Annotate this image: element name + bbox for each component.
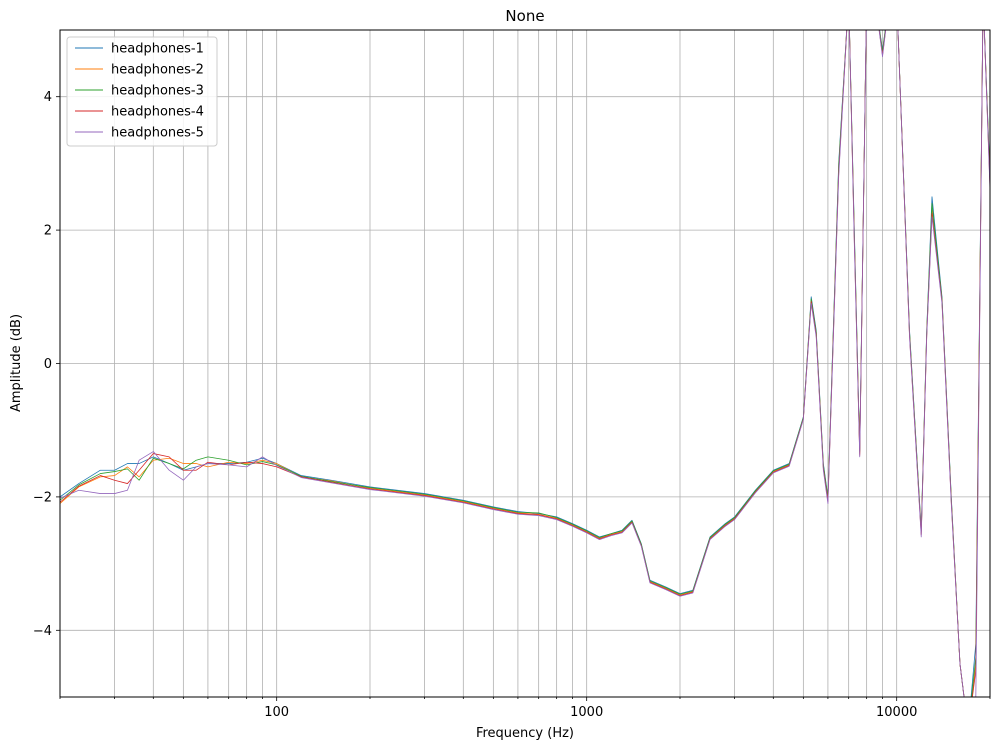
axis-ticks: −4 −2 0 2 4 100 1000 10000	[33, 90, 991, 720]
grid-lines	[59, 30, 991, 697]
x-axis-label: Frequency (Hz)	[476, 726, 574, 741]
x-tick-label: 1000	[570, 705, 603, 720]
legend-label: headphones-4	[111, 105, 204, 120]
legend-label: headphones-3	[111, 84, 204, 99]
series-lines	[60, 30, 990, 697]
legend-label: headphones-5	[111, 126, 204, 141]
y-tick-label: 4	[44, 90, 52, 105]
y-tick-label: 2	[44, 224, 52, 239]
chart-title: None	[505, 7, 544, 25]
y-tick-label: 0	[44, 357, 52, 372]
legend-label: headphones-2	[111, 63, 204, 78]
series-line-headphones-5	[60, 30, 990, 697]
y-axis-label: Amplitude (dB)	[9, 314, 24, 412]
legend-label: headphones-1	[111, 42, 204, 57]
y-tick-label: −4	[33, 624, 52, 639]
legend: headphones-1 headphones-2 headphones-3 head…	[66, 36, 218, 147]
y-tick-label: −2	[33, 490, 52, 505]
x-tick-label: 100	[264, 705, 289, 720]
legend-box	[66, 36, 218, 147]
x-tick-label: 10000	[876, 705, 917, 720]
